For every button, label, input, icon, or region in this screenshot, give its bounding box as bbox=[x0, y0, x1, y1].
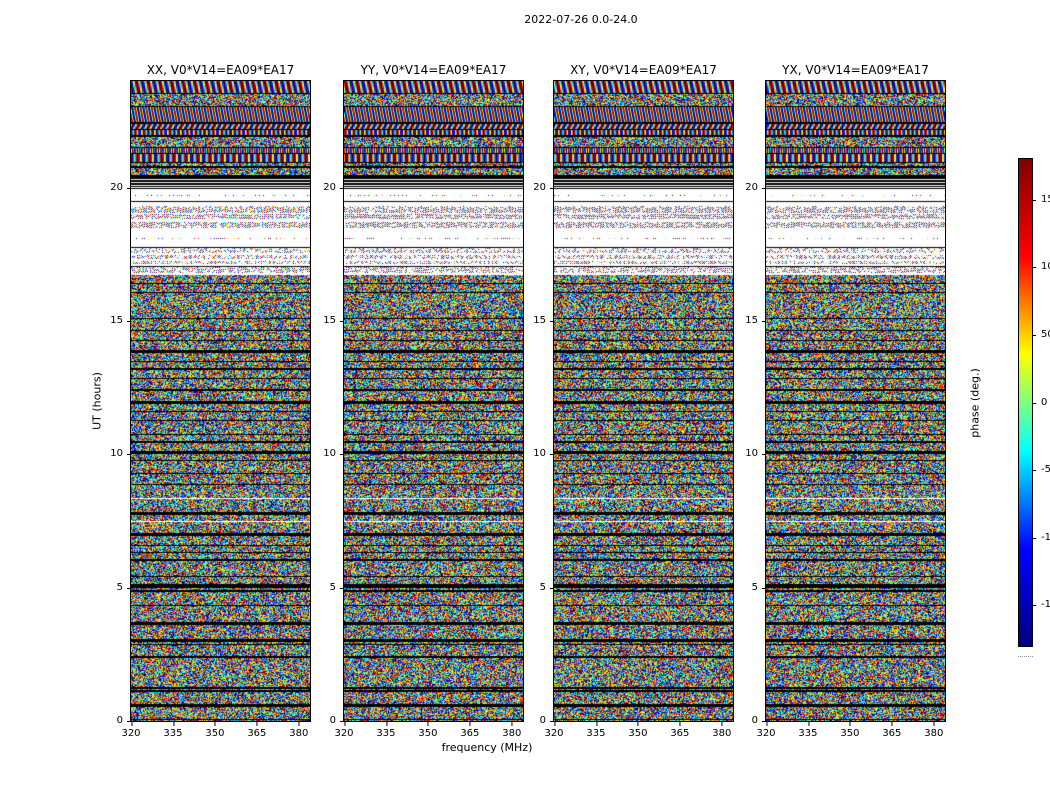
y-tick-label: 0 bbox=[329, 715, 345, 726]
x-tick-label: 335 bbox=[163, 722, 183, 739]
y-tick-label: 20 bbox=[110, 181, 131, 193]
x-tick-label: 380 bbox=[502, 722, 522, 739]
x-tick-label: 335 bbox=[798, 722, 818, 739]
y-tick-label: 5 bbox=[116, 581, 132, 593]
colorbar-tick-label: 50 bbox=[1032, 329, 1050, 340]
heatmap-canvas-yy bbox=[344, 81, 523, 721]
colorbar: 150 100 50 0 -50 -100 -150 bbox=[1018, 158, 1050, 647]
x-tick-label: 335 bbox=[586, 722, 606, 739]
colorbar-tick-label: -100 bbox=[1032, 532, 1050, 543]
panel-yx: YX, V0*V14=EA09*EA17 20 15 10 5 0 320 33… bbox=[745, 63, 946, 739]
y-tick-label: 15 bbox=[533, 315, 554, 326]
y-tick-label: 5 bbox=[751, 581, 767, 593]
y-tick-label: 10 bbox=[110, 448, 131, 460]
x-tick-label: 380 bbox=[924, 722, 944, 739]
x-tick-label: 320 bbox=[334, 722, 354, 739]
x-tick-label: 350 bbox=[840, 722, 860, 739]
y-tick-label: 20 bbox=[533, 181, 554, 193]
panel-yy: YY, V0*V14=EA09*EA17 20 15 10 5 0 320 33… bbox=[323, 63, 524, 739]
colorbar-tick-label: 100 bbox=[1031, 262, 1050, 272]
x-tick-label: 380 bbox=[712, 722, 732, 739]
x-axis-label: frequency (MHz) bbox=[441, 741, 533, 754]
heatmap-canvas-xx bbox=[131, 81, 310, 721]
colorbar-gradient bbox=[1019, 159, 1032, 646]
panel-xx: XX, V0*V14=EA09*EA17 20 15 10 5 0 320 33… bbox=[110, 63, 311, 739]
y-tick-label: 0 bbox=[751, 715, 767, 726]
y-axis-label: UT (hours) bbox=[90, 372, 104, 430]
heatmap-canvas-yx bbox=[766, 81, 945, 721]
y-tick-label: 10 bbox=[745, 448, 766, 460]
panel-title-xy: XY, V0*V14=EA09*EA17 bbox=[570, 63, 717, 77]
x-tick-label: 350 bbox=[418, 722, 438, 739]
colorbar-dashed-end-marker bbox=[1018, 656, 1033, 657]
y-tick-label: 0 bbox=[539, 715, 555, 726]
x-tick-label: 320 bbox=[121, 722, 141, 739]
x-tick-label: 335 bbox=[376, 722, 396, 739]
y-tick-label: 15 bbox=[745, 315, 766, 326]
figure-title: 2022-07-26 0.0-24.0 bbox=[524, 13, 638, 26]
y-tick-label: 10 bbox=[323, 448, 344, 460]
y-tick-label: 15 bbox=[110, 315, 131, 326]
panel-title-yx: YX, V0*V14=EA09*EA17 bbox=[782, 63, 929, 77]
colorbar-tick-label: 0 bbox=[1031, 396, 1048, 408]
x-tick-label: 350 bbox=[205, 722, 225, 739]
y-tick-label: 0 bbox=[116, 715, 132, 726]
panel-title-yy: YY, V0*V14=EA09*EA17 bbox=[360, 63, 507, 77]
y-tick-label: 20 bbox=[745, 181, 766, 193]
panel-xy: XY, V0*V14=EA09*EA17 20 15 10 5 0 320 33… bbox=[533, 63, 734, 739]
colorbar-tick-label: -150 bbox=[1032, 600, 1050, 610]
colorbar-axis-label: phase (deg.) bbox=[968, 368, 982, 438]
y-tick-label: 15 bbox=[323, 315, 344, 326]
y-tick-label: 20 bbox=[323, 181, 344, 193]
x-tick-label: 365 bbox=[460, 722, 480, 739]
colorbar-tick-label: 150 bbox=[1031, 194, 1050, 205]
y-tick-label: 5 bbox=[539, 581, 555, 593]
y-tick-label: 5 bbox=[329, 581, 345, 593]
x-tick-label: 365 bbox=[247, 722, 267, 739]
x-tick-label: 320 bbox=[544, 722, 564, 739]
x-tick-label: 350 bbox=[628, 722, 648, 739]
x-tick-label: 365 bbox=[882, 722, 902, 739]
colorbar-tick-label: -50 bbox=[1031, 465, 1050, 475]
x-tick-label: 365 bbox=[670, 722, 690, 739]
x-tick-label: 320 bbox=[756, 722, 776, 739]
y-tick-label: 10 bbox=[533, 448, 554, 460]
panel-title-xx: XX, V0*V14=EA09*EA17 bbox=[146, 63, 295, 77]
x-tick-label: 380 bbox=[289, 722, 309, 739]
heatmap-canvas-xy bbox=[554, 81, 733, 721]
